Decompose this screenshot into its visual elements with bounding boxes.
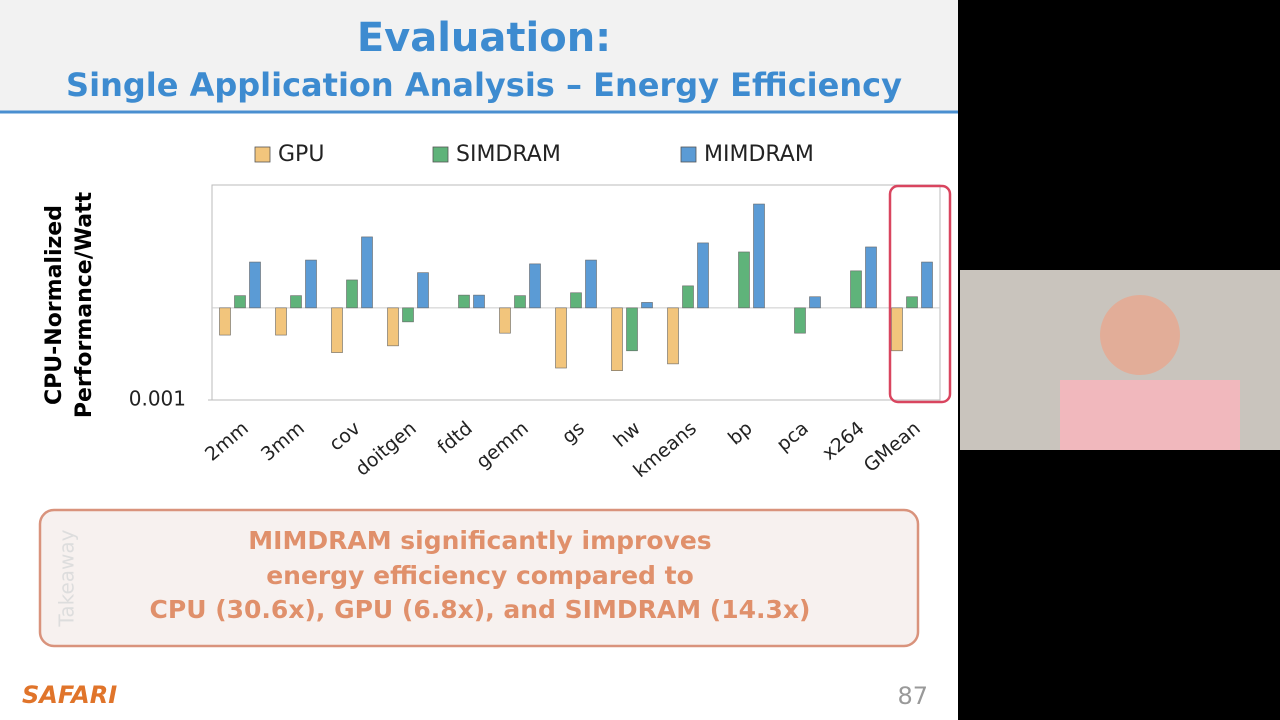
- bar: [499, 307, 511, 334]
- webcam-face: [1100, 295, 1180, 375]
- bar: [626, 307, 638, 352]
- bar: [850, 270, 862, 309]
- bar: [682, 285, 694, 309]
- bar: [753, 203, 765, 309]
- legend-swatch: [680, 146, 697, 163]
- bar: [697, 242, 709, 309]
- bar: [275, 307, 287, 336]
- bar: [921, 261, 933, 309]
- takeaway-box: [38, 508, 920, 648]
- highlight-box: [888, 184, 952, 404]
- bar: [219, 307, 231, 336]
- bar: [738, 251, 750, 309]
- bar: [402, 307, 414, 323]
- bar: [346, 279, 358, 309]
- takeaway-line: CPU (30.6x), GPU (6.8x), and SIMDRAM (14…: [150, 595, 811, 624]
- bar: [514, 295, 526, 309]
- bar: [611, 307, 623, 371]
- bar: [667, 307, 679, 365]
- webcam-person: [1060, 380, 1240, 450]
- takeaway-line: MIMDRAM significantly improves: [248, 526, 711, 555]
- bar: [794, 307, 806, 334]
- bar: [555, 307, 567, 369]
- takeaway-line: energy efficiency compared to: [266, 561, 694, 590]
- y-tick-label: 0.001: [129, 387, 186, 411]
- y-axis-label: Performance/Watt: [72, 191, 97, 418]
- bar: [458, 294, 470, 309]
- bar: [249, 261, 261, 309]
- legend-label: GPU: [278, 142, 324, 167]
- bar: [331, 307, 343, 353]
- legend-label: MIMDRAM: [704, 142, 814, 167]
- bar: [417, 272, 429, 309]
- bar: [906, 296, 918, 309]
- bar: [865, 246, 877, 309]
- plot-frame: [211, 184, 941, 401]
- page-number: 87: [897, 682, 928, 710]
- bar: [641, 302, 653, 309]
- y-axis-label: CPU-Normalized: [42, 205, 67, 405]
- logo: SAFARI: [22, 681, 117, 709]
- bar: [234, 295, 246, 309]
- bar: [473, 294, 485, 309]
- slide-title: Evaluation:: [357, 15, 611, 61]
- bar: [891, 307, 903, 352]
- bar: [570, 292, 582, 309]
- slide-header: [0, 0, 958, 112]
- bar: [529, 263, 541, 309]
- takeaway-label: Takeaway: [55, 529, 79, 627]
- bar: [290, 295, 302, 309]
- bar: [387, 307, 399, 347]
- legend-swatch: [254, 146, 271, 163]
- bar: [305, 259, 317, 309]
- bar: [809, 296, 821, 309]
- bar: [361, 236, 373, 309]
- bar: [585, 259, 597, 309]
- legend-label: SIMDRAM: [456, 142, 561, 167]
- slide-subtitle: Single Application Analysis – Energy Eff…: [66, 66, 902, 104]
- legend-swatch: [432, 146, 449, 163]
